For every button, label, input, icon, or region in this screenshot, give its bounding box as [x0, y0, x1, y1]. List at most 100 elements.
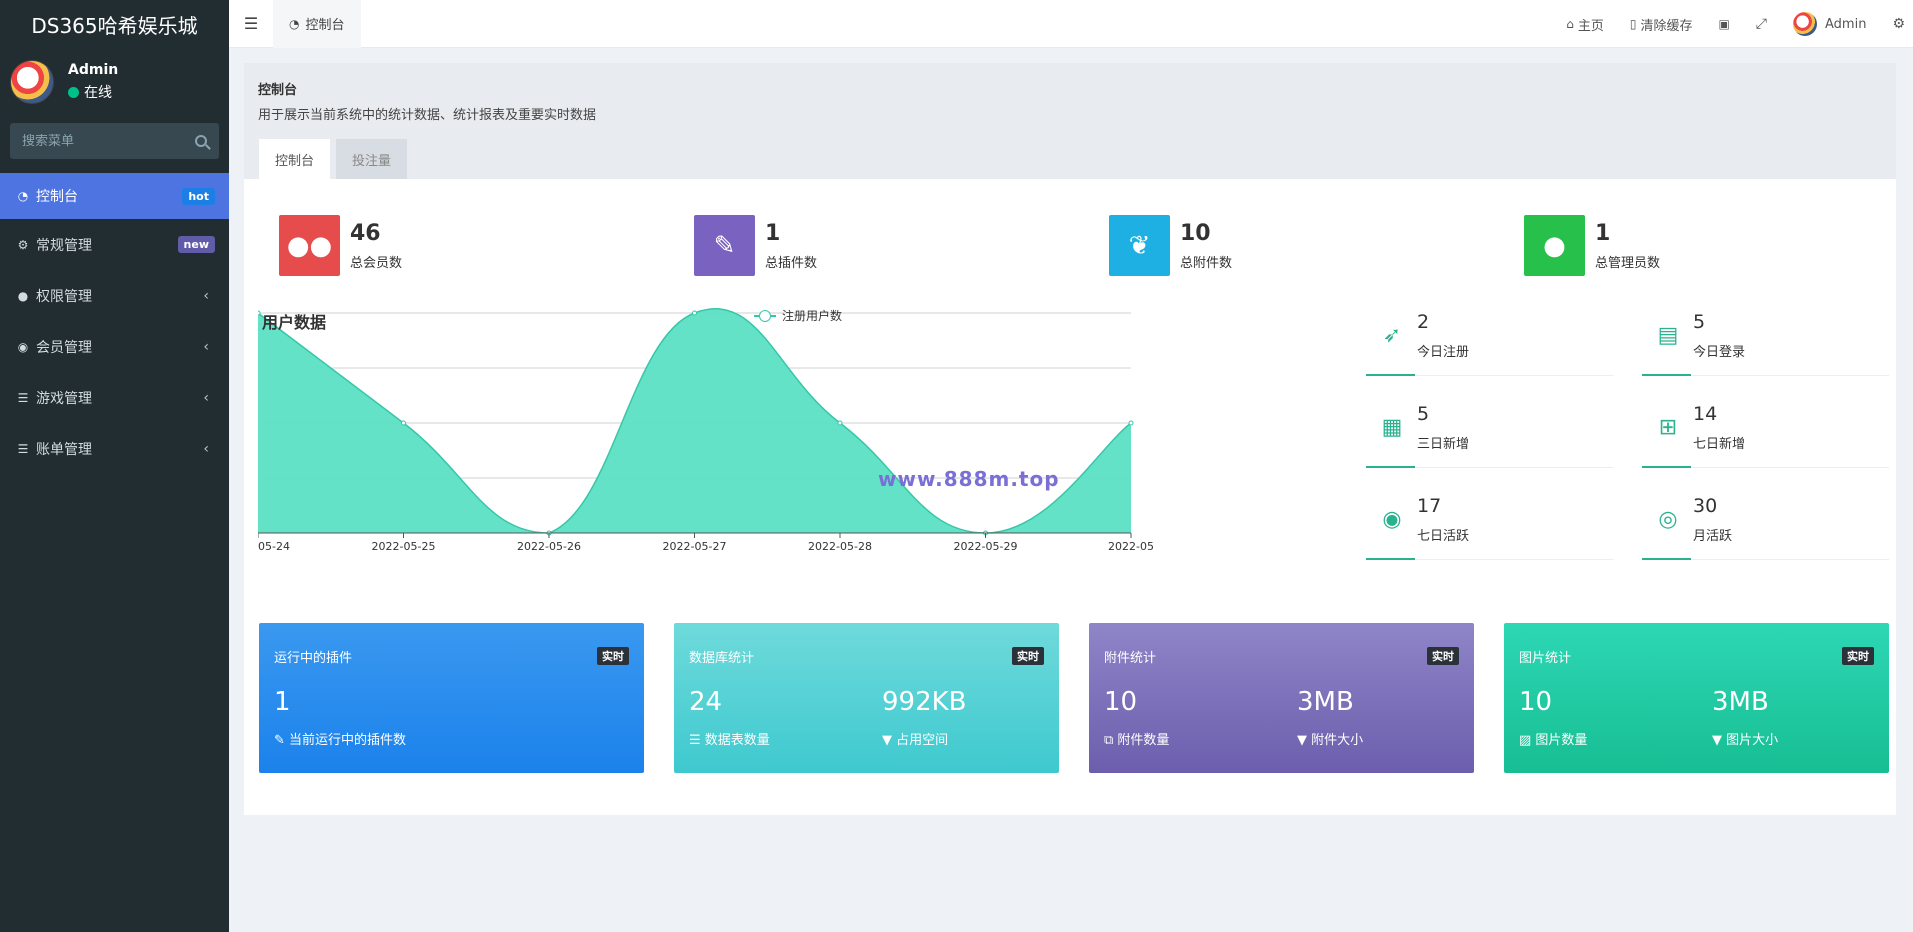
mini-stat-today-register: ➶ 2 今日注册	[1366, 307, 1613, 376]
menu-search-input[interactable]	[22, 133, 182, 149]
x-tick-label: 2022-05-29	[954, 540, 1018, 553]
mini-stat-value: 2	[1417, 311, 1430, 333]
magic-wand-icon: ✎	[694, 215, 755, 276]
home-icon: ⌂	[1566, 17, 1574, 31]
realtime-badge: 实时	[1012, 647, 1044, 665]
avatar	[1793, 12, 1817, 36]
online-dot-icon	[68, 86, 79, 98]
sidebar-item-dashboard[interactable]: ◔ 控制台 hot	[0, 173, 229, 219]
mini-stat-seven-active: ◉ 17 七日活跃	[1366, 491, 1613, 560]
stat-label: 总附件数	[1180, 255, 1233, 271]
filter-icon: ▼	[882, 733, 897, 748]
user-circle-outline-icon: ◎	[1658, 506, 1678, 532]
mini-stat-label: 月活跃	[1693, 529, 1733, 544]
data-point	[401, 420, 406, 426]
hamburger-icon[interactable]: ☰	[243, 14, 259, 33]
divider	[1366, 375, 1613, 376]
stat-attachments: ❦ 10 总附件数	[1109, 215, 1232, 276]
cogs-icon: ⚙	[17, 237, 29, 252]
dashboard-icon: ◔	[289, 16, 300, 31]
chart-legend[interactable]: 注册用户数	[754, 307, 842, 324]
chart-svg: 05-24 2022-05-25 2022-05-26 2022-05-27 2022-…	[255, 308, 1154, 553]
menu-search	[10, 123, 219, 159]
fullscreen-button[interactable]: ⤢	[1756, 16, 1767, 32]
tab-bets[interactable]: 投注量	[336, 139, 408, 179]
card-sub: ✎ 当前运行中的插件数	[274, 729, 406, 748]
sidebar-item-permissions[interactable]: ● 权限管理 ‹	[0, 270, 229, 321]
card-value-2: 3MB	[1297, 687, 1354, 717]
clear-cache-button[interactable]: ▯ 清除缓存	[1630, 15, 1693, 34]
sidebar-item-general[interactable]: ⚙ 常规管理 new	[0, 219, 229, 270]
tab-dashboard[interactable]: ◔ 控制台	[273, 0, 361, 48]
stat-value: 10	[1180, 220, 1211, 246]
user-circle-icon: ◉	[17, 339, 29, 354]
sidebar-item-members[interactable]: ◉ 会员管理 ‹	[0, 321, 229, 372]
stat-plugins: ✎ 1 总插件数	[694, 215, 817, 276]
x-tick-label: 2022-05-27	[663, 540, 727, 553]
stat-label: 总插件数	[765, 255, 818, 271]
mini-stat-value: 14	[1693, 403, 1718, 425]
main-content: 控制台 用于展示当前系统中的统计数据、统计报表及重要实时数据 控制台 投注量 ●…	[244, 63, 1896, 815]
card-sub: ⧉ 附件数量	[1104, 729, 1169, 748]
card-value-2: 3MB	[1712, 687, 1769, 717]
mini-stat-accent	[1366, 466, 1415, 468]
magic-wand-icon: ✎	[274, 733, 290, 748]
legend-label: 注册用户数	[782, 309, 843, 323]
mini-stat-seven-day: ⊞ 14 七日新增	[1642, 399, 1889, 468]
watermark: www.888m.top	[878, 467, 1060, 491]
tab-label: 控制台	[305, 18, 345, 33]
stat-label: 总管理员数	[1595, 255, 1661, 271]
data-point	[255, 310, 261, 316]
mini-stat-label: 七日活跃	[1417, 529, 1470, 544]
translate-button[interactable]: ▣	[1718, 17, 1729, 31]
card-running-plugins: 运行中的插件 实时 1 ✎ 当前运行中的插件数	[259, 623, 644, 773]
mini-stat-accent	[1642, 466, 1691, 468]
card-title: 数据库统计	[689, 651, 755, 666]
sidebar-item-bills[interactable]: ☰ 账单管理 ‹	[0, 423, 229, 474]
card-images: 图片统计 实时 10 ▨ 图片数量 3MB ▼ 图片大小	[1504, 623, 1889, 773]
home-link[interactable]: ⌂ 主页	[1566, 15, 1604, 34]
mini-stat-label: 今日登录	[1693, 345, 1746, 360]
x-tick-label: 2022-05	[1108, 540, 1154, 553]
sidebar-item-games[interactable]: ☰ 游戏管理 ‹	[0, 372, 229, 423]
top-header: ☰ ◔ 控制台 ⌂ 主页 ▯ 清除缓存 ▣ ⤢ Admin ⚙	[229, 0, 1913, 48]
brand-title[interactable]: DS365哈希娱乐城	[31, 13, 198, 38]
card-database: 数据库统计 实时 24 ☰ 数据表数量 992KB ▼ 占用空间	[674, 623, 1059, 773]
realtime-badge: 实时	[597, 647, 629, 665]
card-sub: ☰ 数据表数量	[689, 729, 770, 748]
chevron-left-icon: ‹	[203, 440, 209, 457]
calendar-icon: ▦	[1381, 414, 1403, 440]
x-tick-label: 2022-05-28	[808, 540, 872, 553]
page-header: 控制台 用于展示当前系统中的统计数据、统计报表及重要实时数据 控制台 投注量	[244, 63, 1896, 179]
card-sub-label: 数据表数量	[704, 733, 770, 748]
card-sub: ▨ 图片数量	[1519, 729, 1587, 748]
header-actions: ⌂ 主页 ▯ 清除缓存 ▣ ⤢ Admin ⚙	[1566, 0, 1913, 48]
mini-stat-accent	[1642, 374, 1691, 376]
search-icon[interactable]	[195, 135, 207, 147]
mini-stat-accent	[1642, 558, 1691, 560]
card-sub-label: 附件大小	[1311, 733, 1364, 748]
dashboard-panel: ●● 46 总会员数 ✎ 1 总插件数 ❦ 10 总附件数 ● 1 总管理员数 05-2…	[244, 179, 1896, 815]
card-value: 10	[1104, 687, 1138, 717]
sidebar-item-label: 会员管理	[36, 339, 92, 356]
filter-icon: ▼	[1712, 733, 1727, 748]
trash-icon: ▯	[1629, 17, 1637, 31]
card-sub-2: ▼ 占用空间	[882, 729, 948, 748]
user-menu[interactable]: Admin	[1793, 12, 1866, 36]
header-user-name: Admin	[1825, 16, 1867, 32]
sidebar-menu: ◔ 控制台 hot ⚙ 常规管理 new ● 权限管理 ‹ ◉ 会员管理 ‹ ☰…	[0, 173, 229, 474]
user-data-chart: 05-24 2022-05-25 2022-05-26 2022-05-27 2022-…	[255, 303, 1343, 603]
chevron-left-icon: ‹	[203, 389, 209, 406]
mini-stat-three-day: ▦ 5 三日新增	[1366, 399, 1613, 468]
tab-dashboard[interactable]: 控制台	[259, 139, 331, 179]
list-icon: ☰	[17, 390, 29, 405]
settings-button[interactable]: ⚙	[1892, 16, 1905, 32]
mini-stat-today-login: ▤ 5 今日登录	[1642, 307, 1889, 376]
stat-value: 1	[765, 220, 781, 246]
divider	[1366, 467, 1613, 468]
stat-value: 1	[1595, 220, 1611, 246]
avatar	[10, 60, 54, 104]
stat-members: ●● 46 总会员数	[279, 215, 402, 276]
card-sub-label: 附件数量	[1117, 733, 1170, 748]
mini-stat-value: 17	[1417, 495, 1442, 517]
